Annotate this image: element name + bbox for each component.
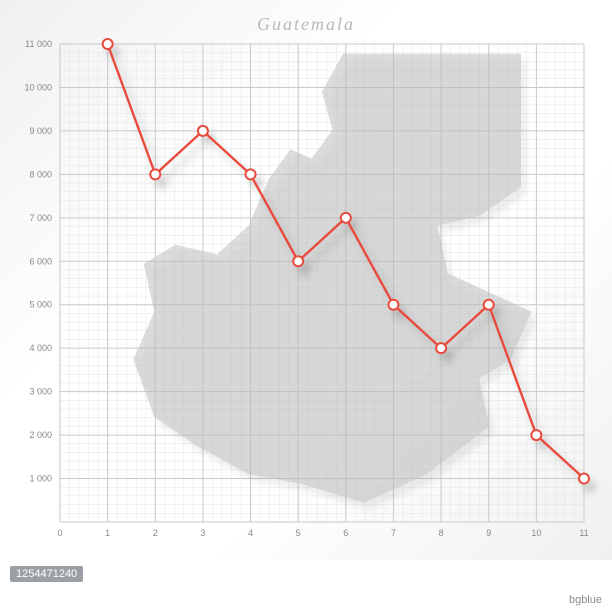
x-tick-label: 11 <box>579 528 588 538</box>
data-point <box>198 126 208 136</box>
data-point <box>484 300 494 310</box>
y-tick-label: 10 000 <box>24 82 52 92</box>
y-tick-label: 3 000 <box>29 387 52 397</box>
x-tick-label: 5 <box>296 528 301 538</box>
data-point <box>293 256 303 266</box>
y-tick-label: 7 000 <box>29 213 52 223</box>
data-point <box>388 300 398 310</box>
y-tick-label: 4 000 <box>29 343 52 353</box>
y-tick-label: 9 000 <box>29 126 52 136</box>
x-tick-label: 6 <box>343 528 348 538</box>
x-tick-label: 1 <box>105 528 110 538</box>
map-silhouette <box>133 54 531 503</box>
x-tick-label: 2 <box>153 528 158 538</box>
watermark-text: bgblue <box>569 594 602 606</box>
chart-plot: 0 1 2 3 4 5 6 7 8 9 10 11 1 000 2 000 3 000 4 000 5 000 6… <box>0 0 612 560</box>
y-tick-label: 5 000 <box>29 300 52 310</box>
x-tick-label: 4 <box>248 528 253 538</box>
y-tick-label: 1 000 <box>29 474 52 484</box>
data-point <box>246 169 256 179</box>
y-tick-label: 6 000 <box>29 256 52 266</box>
y-tick-label: 2 000 <box>29 430 52 440</box>
data-point <box>341 213 351 223</box>
x-tick-label: 8 <box>439 528 444 538</box>
x-tick-label: 0 <box>57 528 62 538</box>
data-point <box>436 343 446 353</box>
data-point <box>579 474 589 484</box>
x-tick-label: 3 <box>200 528 205 538</box>
data-point <box>150 169 160 179</box>
x-tick-label: 10 <box>531 528 541 538</box>
data-point <box>531 430 541 440</box>
x-tick-label: 9 <box>486 528 491 538</box>
y-tick-label: 8 000 <box>29 169 52 179</box>
y-tick-label: 11 000 <box>25 39 52 49</box>
stock-id-badge: 1254471240 <box>10 566 83 582</box>
data-point <box>103 39 113 49</box>
x-tick-label: 7 <box>391 528 396 538</box>
